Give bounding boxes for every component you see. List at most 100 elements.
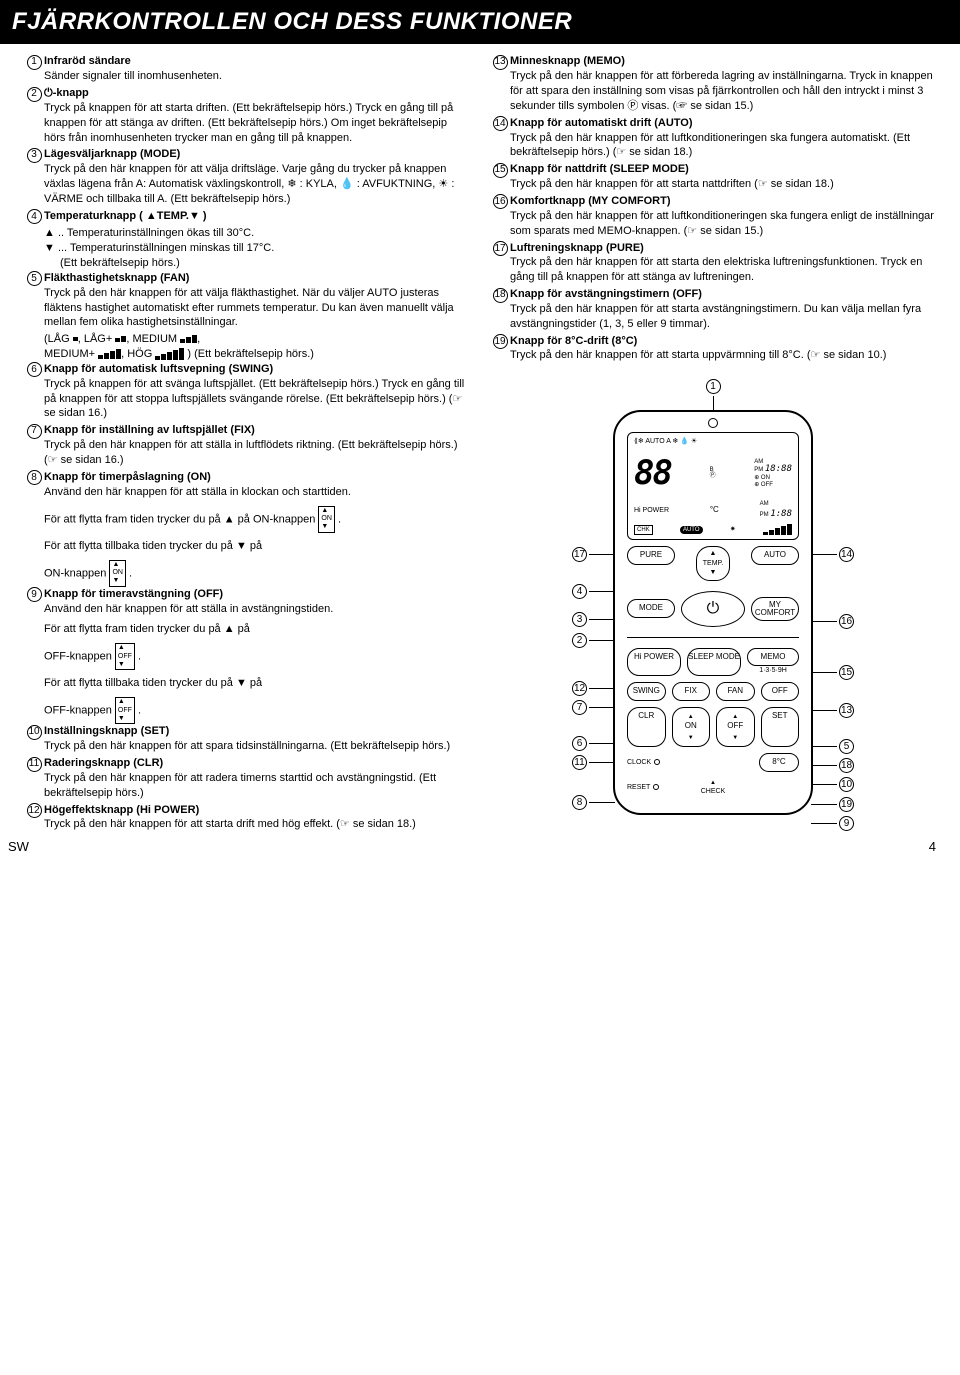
list-item: 5Fläkthastighetsknapp (FAN)Tryck på den … [24,271,470,330]
temp-button[interactable]: ▲TEMP.▼ [696,546,730,580]
callout-15: 15 [811,665,854,680]
list-item: 13Minnesknapp (MEMO)Tryck på den här kna… [490,54,936,113]
sleep-button[interactable]: SLEEP MODE [687,648,741,676]
left-column: 1Infraröd sändareSänder signaler till in… [24,54,470,834]
power-button[interactable]: ⏻ [681,591,745,627]
list-item: 3Lägesväljarknapp (MODE)Tryck på den här… [24,147,470,206]
right-column: 13Minnesknapp (MEMO)Tryck på den här kna… [490,54,936,834]
item-number: 17 [572,547,587,562]
item-number: 7 [572,700,587,715]
item-number: 2 [27,87,42,102]
list-item: 7Knapp för inställning av luftspjället (… [24,423,470,468]
fix-button[interactable]: FIX [672,682,711,701]
on-button[interactable]: ▲ON▼ [672,707,711,747]
callout-7: 7 [572,700,615,715]
callout-3: 3 [572,612,615,627]
item-number: 15 [839,665,854,680]
list-item: 9Knapp för timeravstängning (OFF)Använd … [24,587,470,617]
list-item: 17Luftreningsknapp (PURE)Tryck på den hä… [490,241,936,286]
footer-page: 4 [929,838,936,856]
list-item: 19Knapp för 8°C-drift (8°C)Tryck på den … [490,334,936,364]
item-number: 2 [572,633,587,648]
memo-button[interactable]: MEMO [747,648,799,667]
item-number: 10 [839,777,854,792]
remote-body: ⟪❄ AUTO A ❄ 💧 ☀ 88 B Ⓟ AM PM 18:88 [613,410,813,814]
fan-button[interactable]: FAN [716,682,755,701]
lcd-display: ⟪❄ AUTO A ❄ 💧 ☀ 88 B Ⓟ AM PM 18:88 [627,432,799,540]
callout-9: 9 [811,816,854,831]
callout-19: 19 [811,797,854,812]
item-number: 5 [27,271,42,286]
callout-14: 14 [811,547,854,562]
callout-6: 6 [572,736,615,751]
callout-18: 18 [811,758,854,773]
item-number: 10 [27,725,42,740]
item-number: 16 [493,194,508,209]
item-number: 4 [572,584,587,599]
page-footer: SW 4 [0,834,960,856]
item-number: 3 [572,612,587,627]
callout-2: 2 [572,633,615,648]
mode-button[interactable]: MODE [627,599,675,618]
page-title: FJÄRRKONTROLLEN OCH DESS FUNKTIONER [0,0,960,44]
item-number: 13 [493,55,508,70]
off-timer-button[interactable]: OFF [761,682,800,701]
item-number: 3 [27,148,42,163]
swing-button[interactable]: SWING [627,682,666,701]
item-number: 9 [27,587,42,602]
mycomfort-button[interactable]: MY COMFORT [751,597,799,621]
list-item: 11Raderingsknapp (CLR)Tryck på den här k… [24,756,470,801]
list-item: 12Högeffektsknapp (Hi POWER)Tryck på den… [24,803,470,833]
callout-1: 1 [706,379,721,394]
item-number: 13 [839,703,854,718]
item-number: 17 [493,241,508,256]
list-item: 15Knapp för nattdrift (SLEEP MODE)Tryck … [490,162,936,192]
list-item: 16Komfortknapp (MY COMFORT)Tryck på den … [490,194,936,239]
item-number: 6 [572,736,587,751]
item-number: 11 [27,757,42,772]
callout-16: 16 [811,614,854,629]
callout-10: 10 [811,777,854,792]
clock-button[interactable] [654,759,660,765]
list-item: 18Knapp för avstängningstimern (OFF)Tryc… [490,287,936,332]
callout-4: 4 [572,584,615,599]
item-number: 8 [27,470,42,485]
callout-11: 11 [572,755,615,770]
hipower-button[interactable]: Hi POWER [627,648,681,676]
item-number: 6 [27,362,42,377]
item-number: 11 [572,755,587,770]
list-item: 2⏻-knappTryck på knappen för att starta … [24,86,470,145]
list-item: 4Temperaturknapp ( ▲TEMP.▼ ) [24,209,470,225]
item-number: 12 [27,803,42,818]
callout-17: 17 [572,547,615,562]
item-number: 19 [493,334,508,349]
item-number: 16 [839,614,854,629]
list-item: 6Knapp för automatisk luftsvepning (SWIN… [24,362,470,421]
item-number: 14 [839,547,854,562]
item-number: 18 [839,758,854,773]
item-number: 5 [839,739,854,754]
off-button[interactable]: ▲OFF▼ [716,707,755,747]
item-number: 7 [27,424,42,439]
c8-button[interactable]: 8°C [759,753,799,772]
pure-button[interactable]: PURE [627,546,675,565]
remote-diagram: 174321276118 1 ⟪❄ AUTO A ❄ 💧 ☀ 88 [490,379,936,831]
item-number: 12 [572,681,587,696]
footer-lang: SW [8,838,29,856]
list-item: 14Knapp för automatiskt drift (AUTO)Tryc… [490,116,936,161]
item-number: 9 [839,816,854,831]
item-number: 4 [27,209,42,224]
list-item: 1Infraröd sändareSänder signaler till in… [24,54,470,84]
clr-button[interactable]: CLR [627,707,666,747]
callout-13: 13 [811,703,854,718]
list-item: 8Knapp för timerpåslagning (ON)Använd de… [24,470,470,500]
callout-5: 5 [811,739,854,754]
reset-button[interactable] [653,784,659,790]
item-number: 8 [572,795,587,810]
list-item: 10Inställningsknapp (SET)Tryck på den hä… [24,724,470,754]
item-number: 14 [493,116,508,131]
set-button[interactable]: SET [761,707,800,747]
auto-button[interactable]: AUTO [751,546,799,565]
item-number: 1 [27,55,42,70]
callout-12: 12 [572,681,615,696]
